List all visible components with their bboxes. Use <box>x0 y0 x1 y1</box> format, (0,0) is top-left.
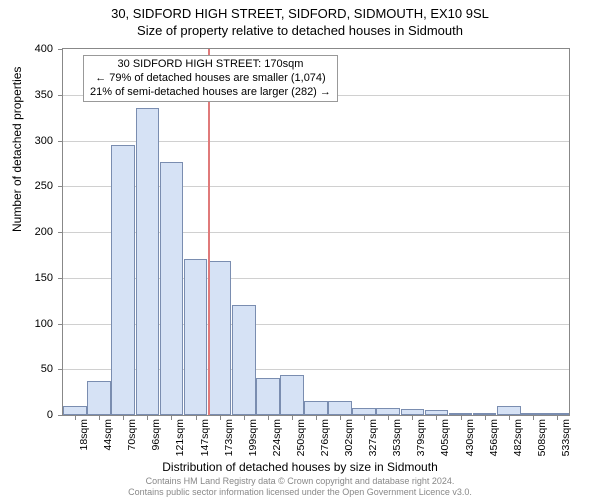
ytick-label: 50 <box>41 363 53 375</box>
histogram-bar <box>208 261 232 415</box>
xtick-mark <box>388 415 389 420</box>
xtick-label: 327sqm <box>367 419 379 456</box>
xtick-mark <box>220 415 221 420</box>
footer-attribution: Contains HM Land Registry data © Crown c… <box>0 476 600 498</box>
footer-line1: Contains HM Land Registry data © Crown c… <box>0 476 600 487</box>
histogram-bar <box>232 305 256 415</box>
xtick-mark <box>147 415 148 420</box>
xtick-label: 224sqm <box>271 419 283 456</box>
xtick-label: 508sqm <box>536 419 548 456</box>
ytick-label: 400 <box>35 43 53 55</box>
chart-title-line2: Size of property relative to detached ho… <box>0 23 600 38</box>
histogram-bar <box>256 378 280 415</box>
annotation-line3: 21% of semi-detached houses are larger (… <box>90 86 331 100</box>
ytick-mark <box>58 95 63 96</box>
y-axis-title: Number of detached properties <box>10 67 24 232</box>
xtick-label: 147sqm <box>199 419 211 456</box>
xtick-label: 250sqm <box>295 419 307 456</box>
xtick-mark <box>485 415 486 420</box>
ytick-mark <box>58 369 63 370</box>
histogram-bar <box>280 375 304 415</box>
xtick-label: 405sqm <box>439 419 451 456</box>
ytick-label: 150 <box>35 272 53 284</box>
ytick-label: 0 <box>47 409 53 421</box>
chart-title-block: 30, SIDFORD HIGH STREET, SIDFORD, SIDMOU… <box>0 0 600 38</box>
ytick-mark <box>58 186 63 187</box>
xtick-mark <box>244 415 245 420</box>
xtick-label: 302sqm <box>343 419 355 456</box>
xtick-label: 44sqm <box>102 419 114 451</box>
xtick-label: 482sqm <box>512 419 524 456</box>
xtick-mark <box>436 415 437 420</box>
xtick-label: 96sqm <box>150 419 162 451</box>
xtick-mark <box>412 415 413 420</box>
histogram-bar <box>87 381 111 415</box>
ytick-label: 200 <box>35 226 53 238</box>
histogram-bar <box>184 259 208 415</box>
xtick-mark <box>364 415 365 420</box>
histogram-bar <box>111 145 135 415</box>
xtick-label: 18sqm <box>78 419 90 451</box>
xtick-label: 199sqm <box>247 419 259 456</box>
ytick-mark <box>58 278 63 279</box>
annotation-line2: ← 79% of detached houses are smaller (1,… <box>90 72 331 86</box>
chart-title-line1: 30, SIDFORD HIGH STREET, SIDFORD, SIDMOU… <box>0 6 600 21</box>
ytick-mark <box>58 415 63 416</box>
ytick-mark <box>58 324 63 325</box>
ytick-mark <box>58 49 63 50</box>
histogram-bar <box>160 162 184 415</box>
xtick-label: 276sqm <box>319 419 331 456</box>
xtick-mark <box>123 415 124 420</box>
ytick-label: 100 <box>35 318 53 330</box>
xtick-mark <box>268 415 269 420</box>
histogram-bar <box>497 406 521 415</box>
histogram-bar <box>328 401 352 415</box>
histogram-bar <box>376 408 400 415</box>
x-axis-title: Distribution of detached houses by size … <box>0 460 600 474</box>
xtick-mark <box>533 415 534 420</box>
xtick-mark <box>316 415 317 420</box>
xtick-label: 70sqm <box>126 419 138 451</box>
xtick-label: 430sqm <box>464 419 476 456</box>
xtick-label: 173sqm <box>223 419 235 456</box>
xtick-label: 533sqm <box>560 419 572 456</box>
xtick-mark <box>171 415 172 420</box>
ytick-mark <box>58 141 63 142</box>
ytick-label: 250 <box>35 180 53 192</box>
xtick-label: 379sqm <box>415 419 427 456</box>
histogram-bar <box>352 408 376 415</box>
chart-plot-area: 05010015020025030035040018sqm44sqm70sqm9… <box>62 48 570 416</box>
ytick-mark <box>58 232 63 233</box>
xtick-mark <box>196 415 197 420</box>
histogram-bar <box>63 406 87 415</box>
xtick-mark <box>461 415 462 420</box>
xtick-mark <box>292 415 293 420</box>
xtick-label: 121sqm <box>174 419 186 456</box>
ytick-label: 300 <box>35 135 53 147</box>
xtick-label: 456sqm <box>488 419 500 456</box>
reference-marker-line <box>208 49 210 415</box>
annotation-line1: 30 SIDFORD HIGH STREET: 170sqm <box>90 58 331 72</box>
xtick-mark <box>340 415 341 420</box>
footer-line2: Contains public sector information licen… <box>0 487 600 498</box>
xtick-mark <box>557 415 558 420</box>
xtick-mark <box>509 415 510 420</box>
xtick-mark <box>99 415 100 420</box>
histogram-bar <box>304 401 328 415</box>
xtick-label: 353sqm <box>391 419 403 456</box>
histogram-bar <box>136 108 160 415</box>
ytick-label: 350 <box>35 89 53 101</box>
xtick-mark <box>75 415 76 420</box>
annotation-box: 30 SIDFORD HIGH STREET: 170sqm ← 79% of … <box>83 55 338 102</box>
